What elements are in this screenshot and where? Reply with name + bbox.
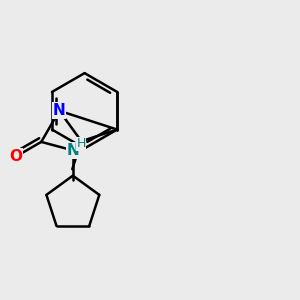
Text: O: O: [9, 149, 22, 164]
Text: N: N: [53, 103, 66, 118]
Text: N: N: [67, 143, 79, 158]
Text: H: H: [76, 137, 86, 150]
